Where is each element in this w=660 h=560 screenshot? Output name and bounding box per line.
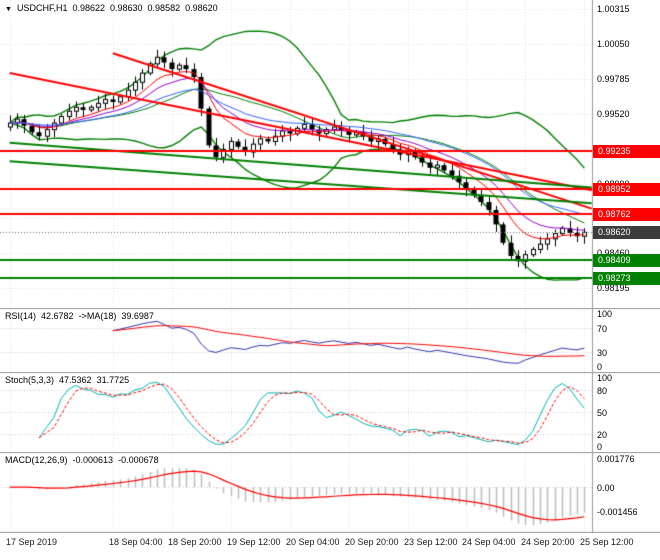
stochastic-indicator-label: Stoch(5,3,3) 47.5362 31.7725 xyxy=(5,375,134,385)
chart-symbol-period: USDCHF,H1 xyxy=(16,3,68,13)
date-axis-label: 24 Sep 20:00 xyxy=(521,537,575,547)
symbol-marker-icon: ▼ xyxy=(5,6,12,13)
ohlc-close: 0.98620 xyxy=(185,3,218,13)
date-axis-label: 20 Sep 04:00 xyxy=(286,537,340,547)
rsi-name: RSI(14) xyxy=(5,311,37,321)
date-axis-label: 20 Sep 20:00 xyxy=(345,537,399,547)
chart-title: ▼ USDCHF,H1 0.98622 0.98630 0.98582 0.98620 xyxy=(5,3,223,13)
stochastic-panel-canvas[interactable] xyxy=(0,372,660,452)
main-chart-canvas[interactable] xyxy=(0,0,660,308)
stoch-name: Stoch(5,3,3) xyxy=(5,375,55,385)
macd-signal-value: -0.000678 xyxy=(118,455,159,465)
date-axis-label: 18 Sep 04:00 xyxy=(109,537,163,547)
rsi-ma-name: ->MA(18) xyxy=(78,311,117,321)
date-axis-label: 17 Sep 2019 xyxy=(6,537,58,547)
macd-main-value: -0.000613 xyxy=(72,455,114,465)
rsi-value: 42.6782 xyxy=(41,311,74,321)
ohlc-low: 0.98582 xyxy=(147,3,181,13)
date-axis-label: 24 Sep 04:00 xyxy=(462,537,516,547)
rsi-panel-canvas[interactable] xyxy=(0,308,660,372)
macd-panel-canvas[interactable] xyxy=(0,452,660,533)
date-axis-label: 23 Sep 12:00 xyxy=(404,537,458,547)
macd-indicator-label: MACD(12,26,9) -0.000613 -0.000678 xyxy=(5,455,164,465)
ohlc-high: 0.98630 xyxy=(110,3,143,13)
macd-name: MACD(12,26,9) xyxy=(5,455,68,465)
date-axis-label: 18 Sep 20:00 xyxy=(168,537,222,547)
date-axis-label: 25 Sep 12:00 xyxy=(580,537,634,547)
ohlc-open: 0.98622 xyxy=(72,3,105,13)
rsi-ma-value: 39.6987 xyxy=(121,311,154,321)
stoch-main-value: 47.5362 xyxy=(59,375,92,385)
date-axis-label: 19 Sep 12:00 xyxy=(227,537,281,547)
stoch-signal-value: 31.7725 xyxy=(96,375,130,385)
rsi-indicator-label: RSI(14) 42.6782 ->MA(18) 39.6987 xyxy=(5,311,159,321)
